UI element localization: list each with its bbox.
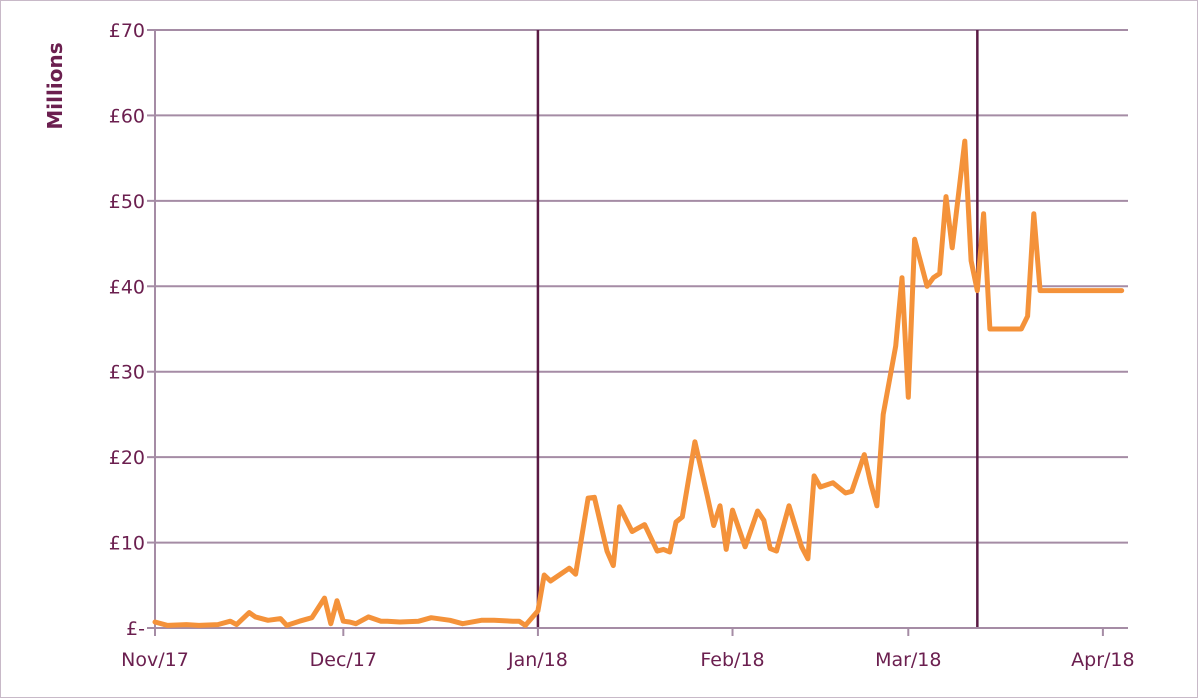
- y-axis: £- £10 £20 £30 £40 £50 £60 £70: [109, 20, 156, 640]
- series-layer: [152, 138, 1125, 628]
- x-tick-label-5: Apr/18: [1071, 649, 1134, 671]
- y-tick-label-1: £10: [109, 533, 145, 555]
- y-axis-title: Millions: [43, 42, 67, 129]
- x-tick-label-1: Dec/17: [310, 649, 377, 671]
- y-tick-label-0: £-: [126, 618, 145, 640]
- x-axis: Nov/17 Dec/17 Jan/18 Feb/18 Mar/18 Apr/18: [121, 627, 1135, 671]
- y-tick-label-2: £20: [109, 447, 145, 469]
- y-tick-label-5: £50: [109, 191, 145, 213]
- series-line-0: [152, 138, 1125, 628]
- x-tick-label-4: Mar/18: [875, 649, 941, 671]
- gridlines: [155, 29, 1128, 629]
- y-tick-label-7: £70: [109, 20, 145, 42]
- x-tick-label-0: Nov/17: [121, 649, 189, 671]
- y-tick-label-4: £40: [109, 276, 145, 298]
- reference-lines: [536, 30, 979, 628]
- y-tick-label-3: £30: [109, 362, 145, 384]
- y-tick-label-6: £60: [109, 105, 145, 127]
- x-tick-label-2: Jan/18: [507, 649, 568, 671]
- x-tick-label-3: Feb/18: [700, 649, 764, 671]
